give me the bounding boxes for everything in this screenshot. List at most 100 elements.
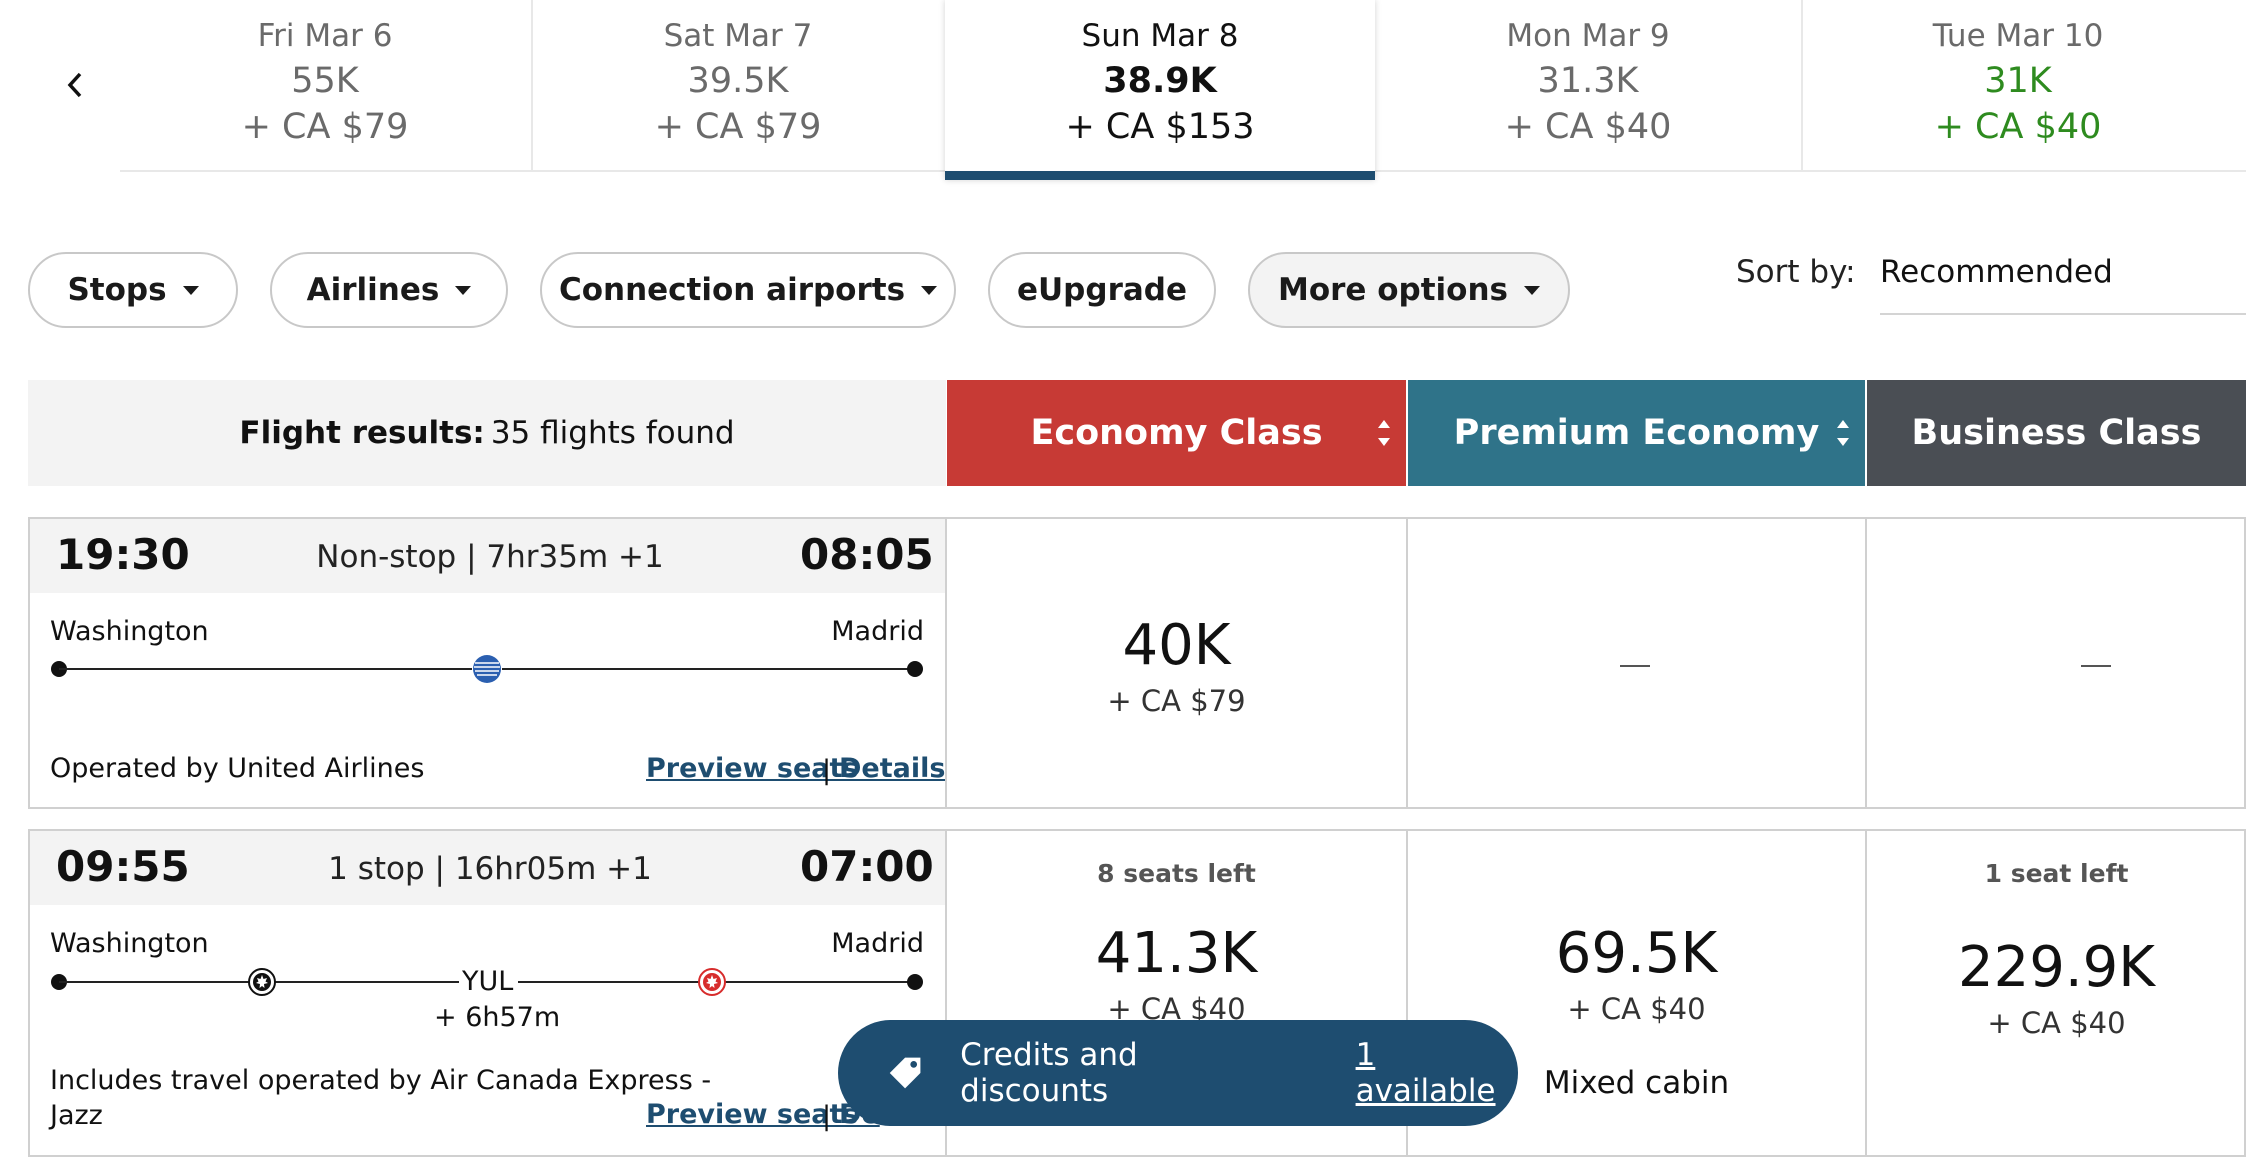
business-class-header[interactable]: Business Class: [1867, 380, 2246, 486]
preview-seats-link[interactable]: Preview seats: [646, 753, 859, 784]
flight-2-economy-fare[interactable]: 8 seats left 41.3K + CA $40: [947, 831, 1406, 1155]
column-divider: [945, 519, 947, 807]
caret-down-icon: [182, 285, 199, 295]
seats-left-badge: 1 seat left: [1984, 859, 2129, 888]
column-divider: [1406, 831, 1408, 1155]
flight-1-summary-bar: [30, 519, 946, 593]
more-options-button[interactable]: More options: [1248, 252, 1570, 328]
flight-duration-stops: 1 stop | 16hr05m +1: [328, 851, 652, 887]
caret-down-icon: [455, 285, 472, 295]
sort-select-underline: [1880, 313, 2246, 315]
column-divider: [945, 831, 947, 1155]
preview-seats-link[interactable]: Preview seats: [646, 1099, 859, 1130]
flight-2-business-fare[interactable]: 1 seat left 229.9K + CA $40: [1867, 831, 2246, 1155]
fare-points: 229.9K: [1957, 935, 2156, 1000]
destination-city: Madrid: [831, 928, 924, 959]
more-options-label: More options: [1277, 272, 1508, 308]
seats-left-badge: 8 seats left: [1097, 859, 1256, 888]
sort-select[interactable]: Recommended: [1880, 254, 2113, 290]
connection-airport: YUL: [462, 966, 514, 997]
origin-city: Washington: [50, 616, 209, 647]
flight-2-premium-fare[interactable]: 69.5K + CA $40 Mixed cabin: [1408, 831, 1865, 1155]
chevron-left-icon: [67, 72, 82, 98]
previous-dates-button[interactable]: [40, 50, 110, 120]
business-class-label: Business Class: [1911, 413, 2202, 453]
united-airlines-logo-icon: [472, 654, 502, 684]
air-canada-logo-icon: [248, 968, 276, 996]
date-label: Sat Mar 7: [663, 18, 813, 54]
sort-arrows-icon: [1378, 420, 1390, 446]
date-points: 55K: [291, 61, 359, 101]
layover-duration: + 6h57m: [434, 1002, 561, 1033]
date-option-sun-mar-8-selected[interactable]: Sun Mar 8 38.9K + CA $153: [945, 0, 1375, 180]
caret-down-icon: [921, 285, 938, 295]
premium-economy-label: Premium Economy: [1453, 413, 1820, 453]
date-fee: + CA $153: [1065, 107, 1255, 147]
link-separator: |: [822, 755, 832, 786]
flight-2-summary-bar: [30, 831, 946, 905]
date-divider: [531, 0, 533, 170]
date-points: 39.5K: [687, 61, 789, 101]
credits-and-discounts-banner[interactable]: Credits and discounts 1 available: [838, 1020, 1518, 1126]
eupgrade-filter-label: eUpgrade: [1016, 272, 1187, 308]
airlines-filter-button[interactable]: Airlines: [270, 252, 508, 328]
details-link[interactable]: Details: [839, 753, 946, 784]
flight-row-1: [28, 517, 2246, 809]
flight-duration-stops: Non-stop | 7hr35m +1: [316, 539, 664, 575]
flight-results-label: Flight results:: [239, 415, 485, 451]
economy-class-header[interactable]: Economy Class: [947, 380, 1406, 486]
flight-results-header: Flight results: 35 flights found: [28, 380, 946, 486]
column-divider: [1406, 519, 1408, 807]
fare-points: 69.5K: [1555, 921, 1718, 986]
connection-airports-filter-button[interactable]: Connection airports: [540, 252, 956, 328]
fare-unavailable-dash: [1620, 665, 1650, 667]
date-option-sat-mar-7[interactable]: Sat Mar 7 39.5K + CA $79: [533, 0, 943, 170]
arrival-time: 08:05: [800, 530, 934, 579]
destination-city: Madrid: [831, 616, 924, 647]
arrival-time: 07:00: [800, 842, 934, 891]
fare-points: 40K: [1122, 613, 1231, 678]
economy-class-label: Economy Class: [1030, 413, 1323, 453]
origin-city: Washington: [50, 928, 209, 959]
air-canada-express-logo-icon: [698, 968, 726, 996]
credits-banner-text: Credits and discounts: [960, 1037, 1138, 1109]
fare-points: 41.3K: [1095, 921, 1258, 986]
fare-fee: + CA $79: [1107, 684, 1246, 718]
destination-dot: [907, 661, 923, 677]
fare-fee: + CA $40: [1987, 1006, 2126, 1040]
departure-time: 09:55: [56, 842, 190, 891]
airlines-filter-label: Airlines: [306, 272, 440, 308]
flight-1-economy-fare[interactable]: 40K + CA $79: [947, 519, 1406, 807]
caret-down-icon: [1524, 285, 1540, 295]
flight-results-count: 35 flights found: [490, 415, 735, 451]
date-option-fri-mar-6[interactable]: Fri Mar 6 55K + CA $79: [120, 0, 530, 170]
credits-available-link[interactable]: 1 available: [1355, 1037, 1496, 1109]
eupgrade-filter-button[interactable]: eUpgrade: [988, 252, 1216, 328]
premium-economy-header[interactable]: Premium Economy: [1408, 380, 1865, 486]
date-option-tue-mar-10[interactable]: Tue Mar 10 31K + CA $40: [1803, 0, 2233, 170]
connection-airports-filter-label: Connection airports: [558, 272, 906, 308]
stops-filter-label: Stops: [67, 272, 167, 308]
departure-time: 19:30: [56, 530, 190, 579]
sort-arrows-icon: [1837, 420, 1849, 446]
date-points: 31K: [1984, 61, 2052, 101]
date-option-mon-mar-9[interactable]: Mon Mar 9 31.3K + CA $40: [1378, 0, 1798, 170]
operated-by-text: Includes travel operated by Air Canada E…: [50, 1065, 712, 1096]
flight-row-2: [28, 829, 2246, 1157]
date-fee: + CA $79: [654, 107, 822, 147]
date-divider: [1801, 0, 1803, 170]
date-fee: + CA $40: [1504, 107, 1672, 147]
date-points: 38.9K: [1103, 61, 1217, 101]
tag-icon: [889, 1057, 921, 1089]
date-label: Tue Mar 10: [1932, 18, 2104, 54]
operated-by-text-line-2: Jazz: [50, 1100, 103, 1131]
operated-by-text: Operated by United Airlines: [50, 753, 425, 784]
column-divider: [1865, 519, 1867, 807]
destination-dot: [907, 974, 923, 990]
stops-filter-button[interactable]: Stops: [28, 252, 238, 328]
date-points: 31.3K: [1537, 61, 1639, 101]
date-label: Mon Mar 9: [1506, 18, 1670, 54]
fare-unavailable-dash: [2081, 665, 2111, 667]
link-separator: |: [822, 1101, 832, 1132]
date-fee: + CA $79: [241, 107, 409, 147]
